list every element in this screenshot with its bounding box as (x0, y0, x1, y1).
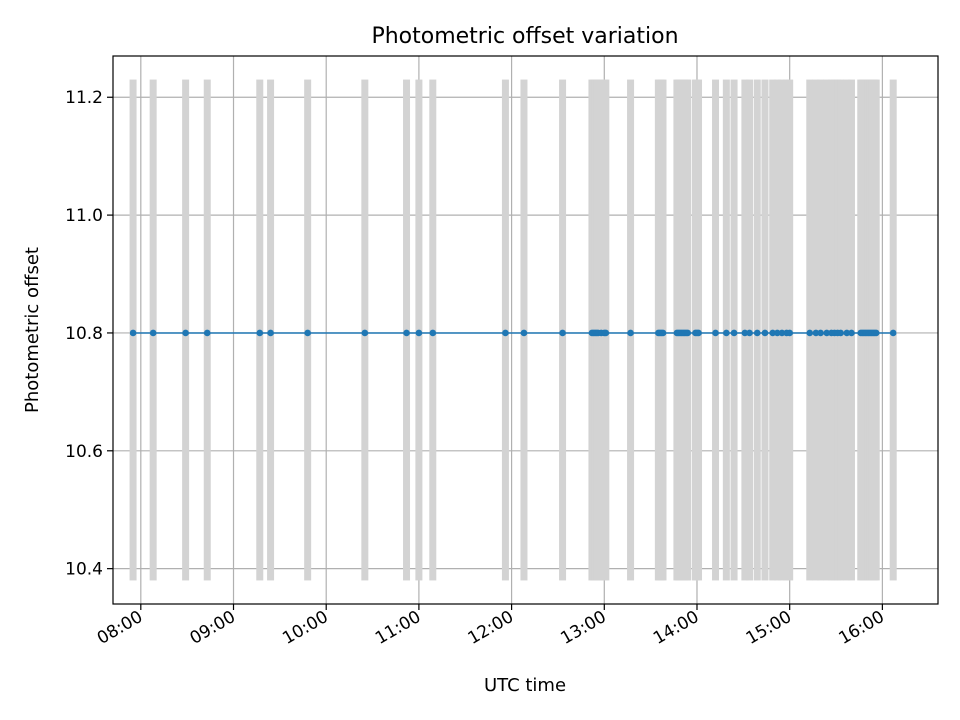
data-point (602, 329, 610, 337)
data-point (872, 329, 880, 337)
data-point (778, 329, 786, 337)
data-point (823, 329, 831, 337)
data-point (806, 329, 814, 337)
data-point (267, 329, 274, 337)
x-tick-label: 12:00 (465, 607, 517, 649)
x-tick-label: 15:00 (743, 607, 795, 649)
data-point (889, 329, 897, 337)
y-tick-label: 10.6 (65, 442, 103, 462)
x-tick-label: 10:00 (279, 607, 331, 649)
y-tick-label: 11.0 (65, 206, 103, 226)
data-point (520, 329, 528, 337)
data-point (361, 329, 369, 337)
data-point (203, 329, 211, 337)
data-point (129, 329, 137, 337)
data-point (182, 329, 189, 337)
data-point (761, 329, 769, 337)
data-point (712, 329, 719, 337)
data-point (730, 329, 738, 337)
x-tick-label: 11:00 (372, 607, 424, 649)
data-point (256, 329, 264, 337)
x-tick-label: 14:00 (650, 607, 702, 649)
data-point (843, 329, 851, 337)
data-point (774, 329, 781, 337)
data-point (769, 329, 776, 337)
data-layer (129, 329, 897, 337)
data-point (848, 329, 855, 337)
data-point (403, 329, 410, 337)
x-axis-label: UTC time (484, 675, 566, 696)
data-point (786, 329, 793, 337)
data-point (837, 329, 844, 337)
x-tick-label: 08:00 (94, 607, 146, 649)
data-point (812, 329, 820, 337)
data-point (429, 329, 437, 337)
x-tick-label: 13:00 (557, 607, 609, 649)
data-point (746, 329, 753, 337)
y-tick-label: 10.8 (65, 324, 103, 344)
x-tick-label: 16:00 (835, 607, 887, 649)
data-point (627, 329, 634, 337)
data-point (659, 329, 667, 337)
data-point (559, 329, 566, 337)
data-point (741, 329, 749, 337)
data-point (817, 329, 824, 337)
data-point (684, 329, 692, 337)
y-axis-label: Photometric offset (22, 247, 43, 413)
y-tick-label: 10.4 (65, 560, 103, 580)
data-point (723, 329, 730, 337)
plot-frame (112, 55, 939, 605)
chart-title: Photometric offset variation (371, 24, 678, 49)
data-point (149, 329, 157, 337)
data-point (753, 329, 761, 337)
data-point (415, 329, 423, 337)
x-tick-label: 09:00 (187, 607, 239, 649)
data-point (304, 329, 311, 337)
y-tick-label: 11.2 (65, 88, 103, 108)
data-point (502, 329, 509, 337)
data-point (695, 329, 702, 337)
